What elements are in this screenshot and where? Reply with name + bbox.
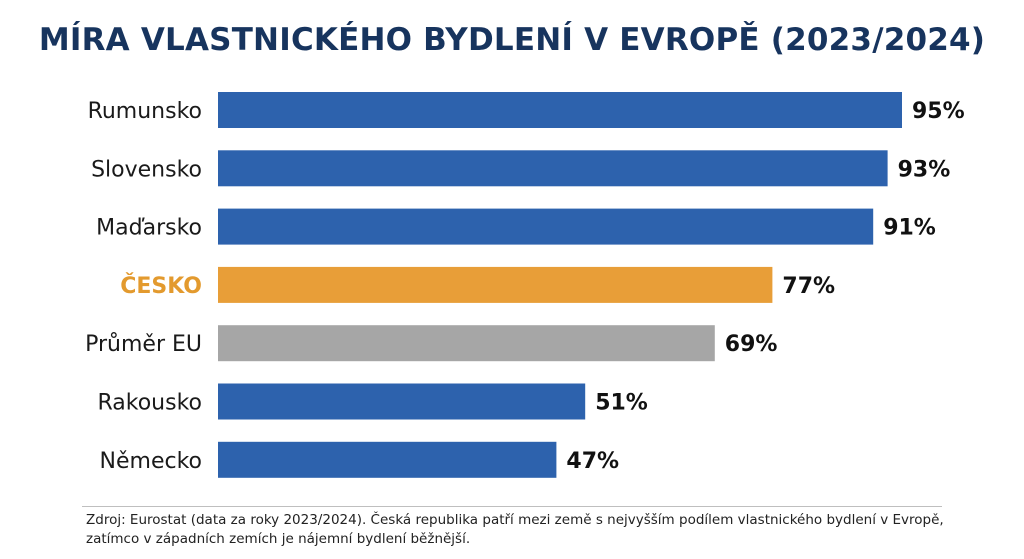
bar-1 bbox=[218, 150, 888, 187]
bar-3 bbox=[218, 266, 773, 303]
value-label-3: 77% bbox=[782, 274, 835, 299]
value-label-4: 69% bbox=[725, 332, 778, 357]
category-label-5: Rakousko bbox=[97, 391, 202, 416]
footnote-divider bbox=[82, 506, 942, 507]
category-label-1: Slovensko bbox=[91, 157, 202, 182]
bar-chart: Rumunsko 95% Slovensko 93% Maďarsko 91% ČESKO 7… bbox=[85, 92, 965, 478]
bar-2 bbox=[218, 208, 874, 245]
bar-5 bbox=[218, 383, 586, 420]
category-label-3: ČESKO bbox=[120, 273, 202, 299]
bar-4 bbox=[218, 325, 715, 362]
category-label-4: Průměr EU bbox=[85, 332, 202, 357]
category-label-6: Německo bbox=[100, 449, 202, 474]
value-label-0: 95% bbox=[912, 99, 965, 124]
value-label-5: 51% bbox=[595, 391, 648, 416]
category-label-0: Rumunsko bbox=[88, 99, 202, 124]
value-label-1: 93% bbox=[898, 157, 951, 182]
source-footnote: Zdroj: Eurostat (data za roky 2023/2024)… bbox=[86, 512, 944, 547]
bar-6 bbox=[218, 441, 557, 478]
chart-title: MÍRA VLASTNICKÉHO BYDLENÍ V EVROPĚ (2023… bbox=[38, 22, 986, 58]
value-label-6: 47% bbox=[566, 449, 619, 474]
category-label-2: Maďarsko bbox=[96, 216, 202, 241]
bar-0 bbox=[218, 92, 902, 128]
value-label-2: 91% bbox=[883, 216, 936, 241]
